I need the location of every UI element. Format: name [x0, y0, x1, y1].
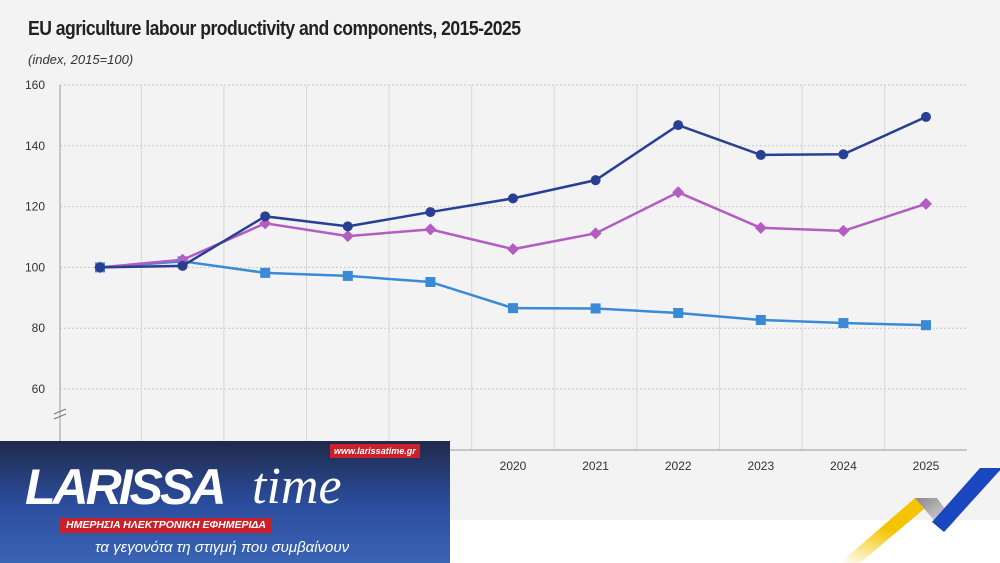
data-point	[424, 223, 437, 236]
data-point	[838, 318, 849, 329]
data-point	[673, 120, 684, 131]
y-tick-label: 160	[25, 78, 45, 92]
data-point	[673, 308, 684, 318]
data-point	[425, 276, 436, 287]
data-point	[920, 197, 932, 210]
y-tick-label: 120	[25, 200, 45, 214]
x-tick-label: 2020	[500, 459, 527, 473]
chart-title: EU agriculture labour productivity and c…	[28, 18, 521, 40]
data-point	[341, 230, 354, 243]
x-tick-label: 2025	[913, 459, 940, 473]
y-tick-label: 140	[25, 139, 45, 153]
data-point	[590, 303, 601, 314]
data-point	[425, 207, 436, 218]
data-point	[672, 186, 685, 199]
data-point	[508, 303, 518, 314]
data-point	[590, 175, 601, 186]
chart-subtitle: (index, 2015=100)	[28, 52, 134, 67]
logo-tagline: ΗΜΕΡΗΣΙΑ ΗΛΕΚΤΡΟΝΙΚΗ ΕΦΗΜΕΡΙΔΑ	[60, 518, 273, 533]
data-point	[95, 262, 105, 273]
x-tick-label: 2023	[747, 459, 774, 473]
data-point	[507, 243, 519, 256]
data-point	[177, 260, 188, 271]
data-point	[755, 149, 766, 160]
y-tick-label: 100	[25, 260, 45, 274]
data-point	[755, 314, 766, 325]
logo-slogan: τα γεγονότα τη στιγμή που συμβαίνουν	[95, 539, 350, 556]
logo-brand-time: time	[252, 458, 342, 515]
x-tick-label: 2021	[582, 459, 609, 473]
data-point	[838, 149, 849, 160]
data-point	[754, 221, 767, 234]
data-point	[589, 227, 602, 240]
data-point	[921, 111, 931, 122]
logo-brand: LARISSA	[25, 459, 226, 515]
x-tick-label: 2024	[830, 459, 857, 473]
chart-background	[0, 0, 1000, 520]
axis-break-icon	[53, 408, 67, 420]
data-point	[260, 211, 271, 222]
data-point	[508, 193, 518, 204]
data-point	[837, 224, 850, 237]
y-tick-label: 80	[32, 321, 46, 335]
decorative-ribbon-icon	[840, 468, 1000, 563]
data-point	[921, 320, 931, 331]
larissatime-logo-banner: www.larissatime.gr LARISSA time ΗΜΕΡΗΣΙΑ…	[0, 441, 450, 563]
x-tick-label: 2022	[665, 459, 692, 473]
y-tick-label: 60	[32, 382, 46, 396]
data-point	[342, 221, 353, 232]
logo-url: www.larissatime.gr	[330, 444, 420, 458]
data-point	[260, 267, 271, 278]
data-point	[342, 270, 353, 281]
